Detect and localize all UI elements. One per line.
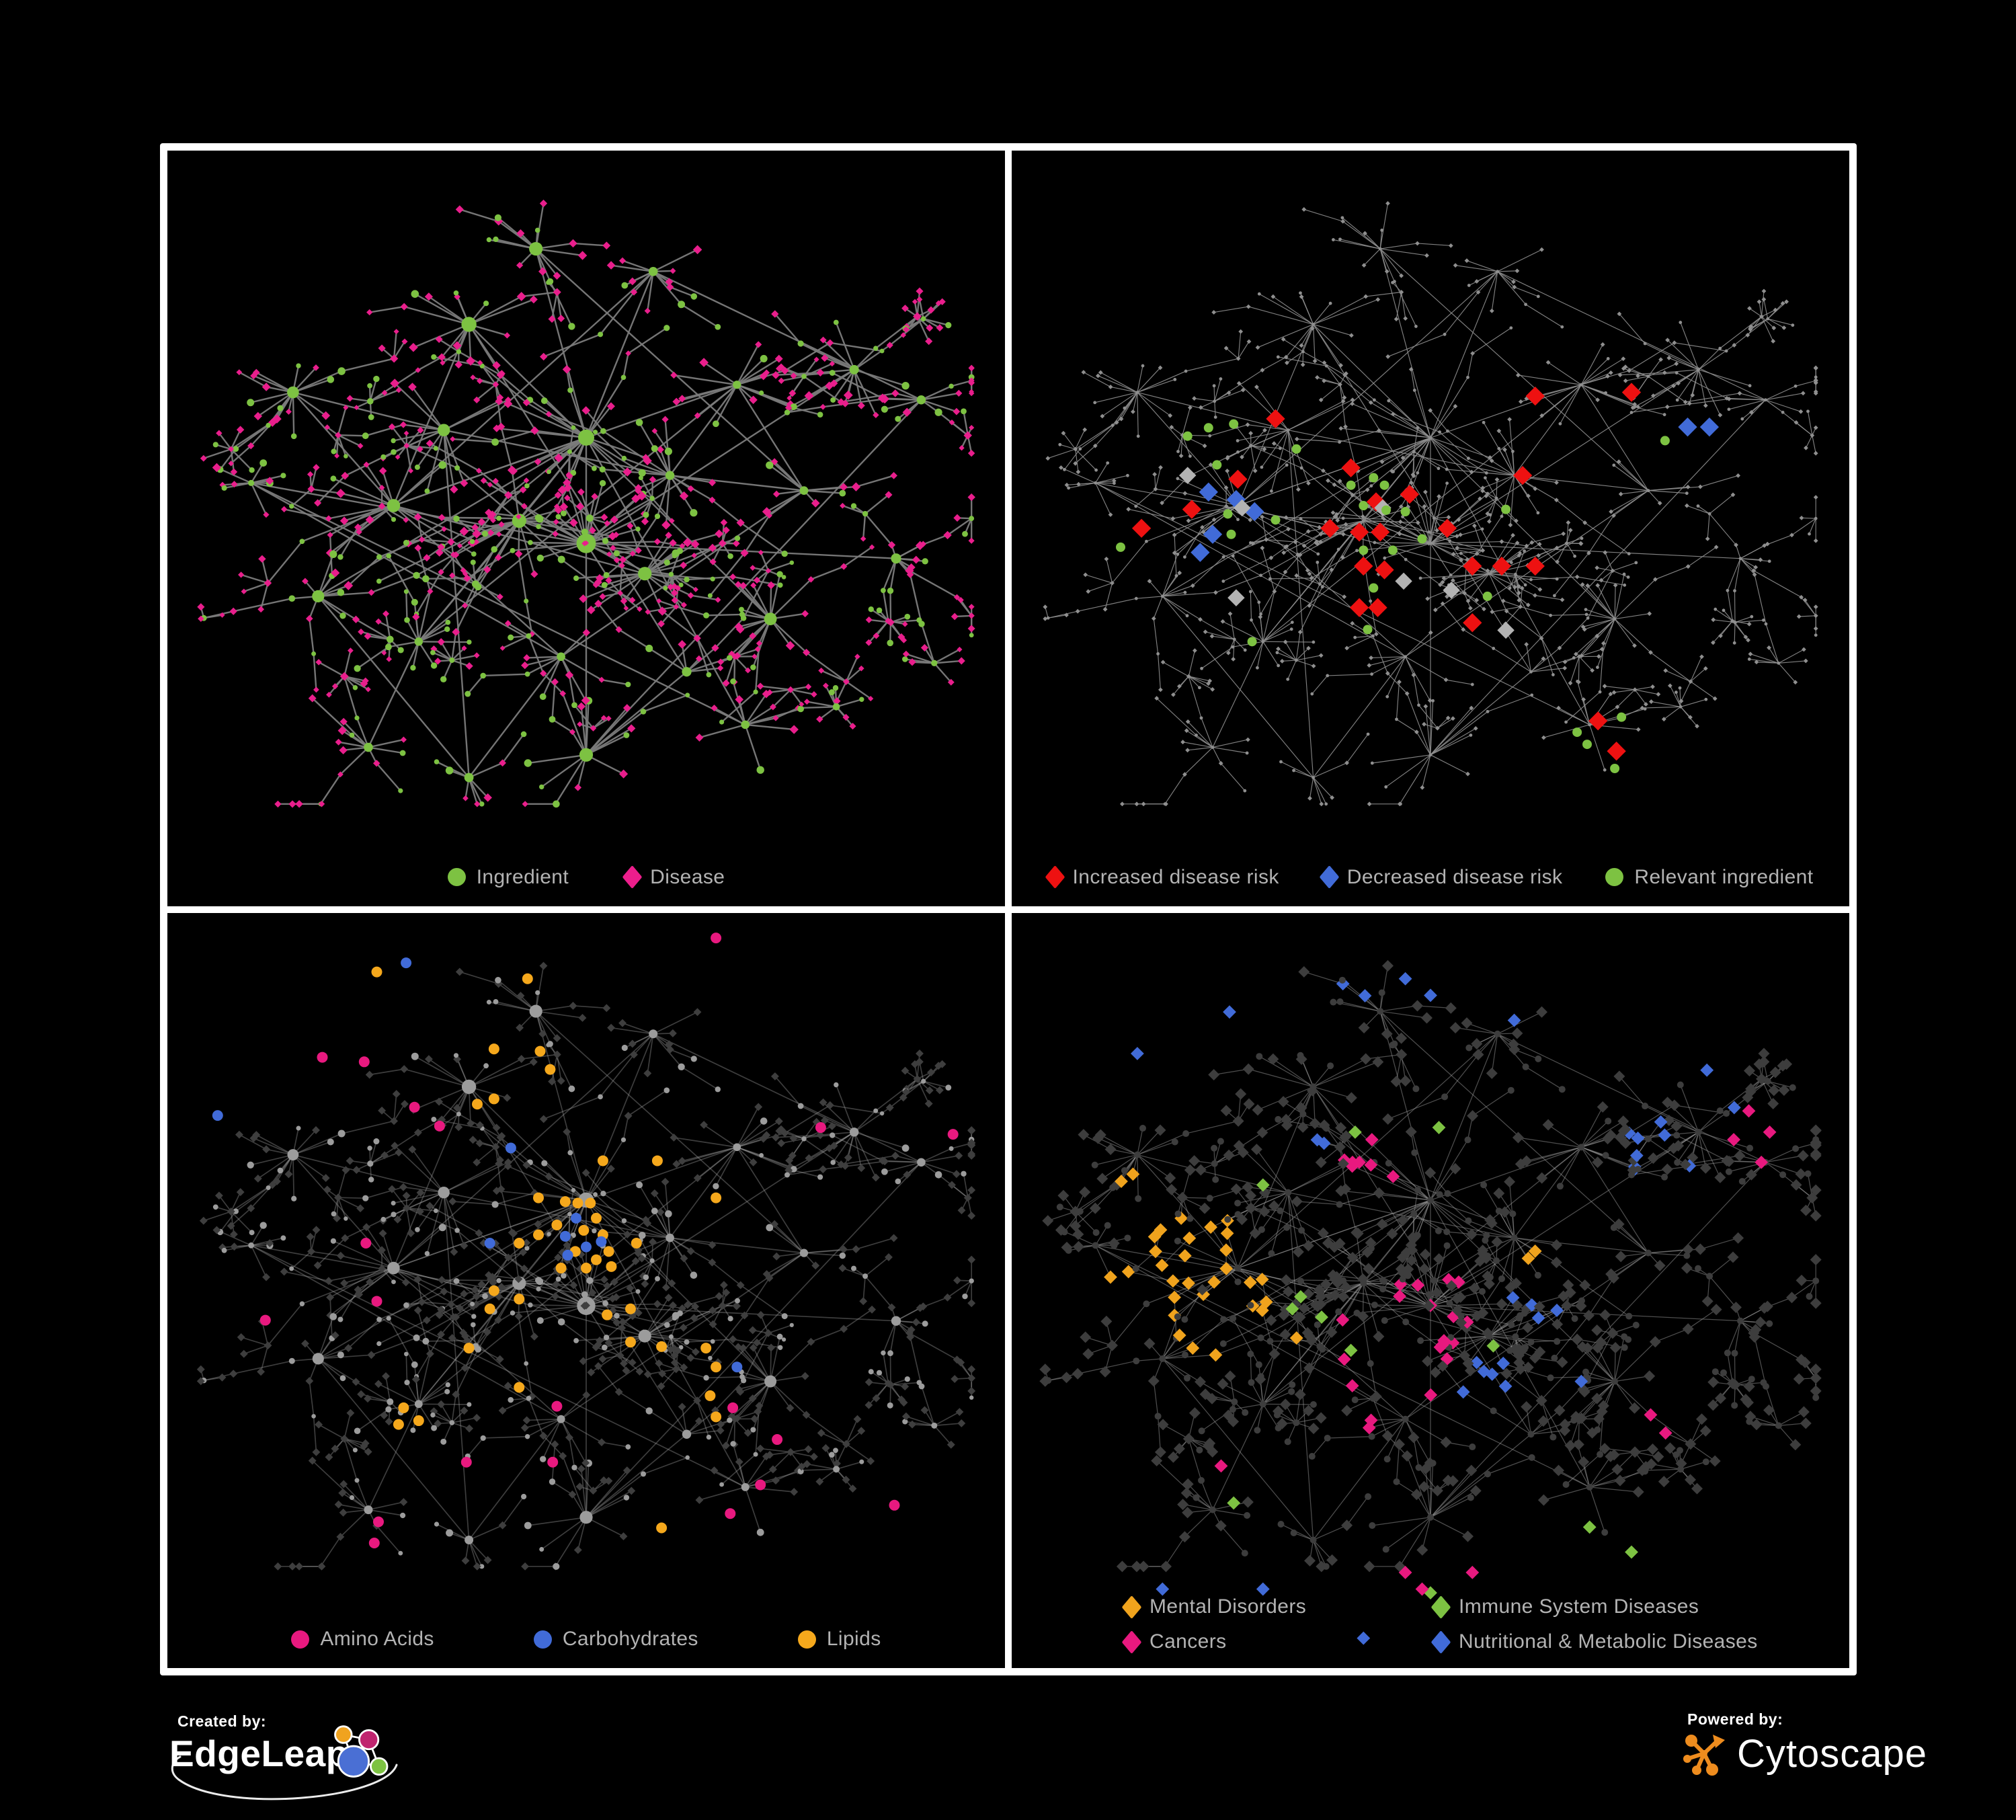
legend-item: Amino Acids xyxy=(291,1628,434,1651)
legend-label: Carbohydrates xyxy=(562,1628,698,1650)
legend-disease-risk: Increased disease risk Decreased disease… xyxy=(1012,865,1849,889)
powered-by-label: Powered by: xyxy=(1687,1710,1783,1728)
network-graph-disease-risk xyxy=(1043,201,1818,807)
immune-diseases-swatch-icon xyxy=(1430,1595,1451,1619)
network-graph-ingredient-disease xyxy=(197,199,975,808)
legend-compound-classes: Amino Acids Carbohydrates Lipids xyxy=(167,1628,1005,1651)
lipids-swatch-icon xyxy=(797,1630,816,1649)
increased-risk-swatch-icon xyxy=(1045,865,1065,889)
edgeleap-magenta-node xyxy=(358,1729,380,1751)
legend-label: Increased disease risk xyxy=(1072,865,1279,888)
network-graph-compound-classes xyxy=(196,932,976,1571)
legend-item: Increased disease risk xyxy=(1045,865,1279,889)
legend-label: Ingredient xyxy=(476,865,569,888)
edgeleap-orange-node xyxy=(334,1725,353,1744)
legend-item: Decreased disease risk xyxy=(1319,865,1563,889)
edgeleap-green-node xyxy=(370,1757,389,1776)
legend-label: Relevant ingredient xyxy=(1634,865,1814,888)
cytoscape-logo-icon xyxy=(1683,1734,1725,1776)
legend-item: Ingredient xyxy=(447,865,569,889)
panel-ingredient-disease: Ingredient Disease xyxy=(167,151,1005,906)
legend-label: Lipids xyxy=(826,1628,881,1650)
legend-item: Carbohydrates xyxy=(533,1628,698,1651)
created-by-label: Created by: xyxy=(177,1712,267,1730)
legend-item: Nutritional & Metabolic Diseases xyxy=(1430,1630,1758,1654)
legend-item: Lipids xyxy=(797,1628,881,1651)
legend-label: Nutritional & Metabolic Diseases xyxy=(1459,1630,1758,1653)
legend-label: Amino Acids xyxy=(320,1628,434,1650)
panel-disease-categories: Mental Disorders Immune System Diseases … xyxy=(1012,912,1849,1668)
legend-label: Immune System Diseases xyxy=(1459,1595,1699,1618)
mental-disorders-swatch-icon xyxy=(1121,1595,1142,1619)
legend-ingredient-disease: Ingredient Disease xyxy=(167,865,1005,889)
legend-item: Cancers xyxy=(1121,1630,1434,1654)
decreased-risk-swatch-icon xyxy=(1319,865,1340,889)
ingredient-swatch-icon xyxy=(447,868,466,886)
cytoscape-wordmark: Cytoscape xyxy=(1737,1732,1928,1776)
cancers-swatch-icon xyxy=(1121,1630,1142,1654)
edgeleap-blue-node xyxy=(337,1745,370,1778)
amino-acids-swatch-icon xyxy=(291,1630,310,1649)
legend-item: Relevant ingredient xyxy=(1605,866,1813,889)
nutritional-metabolic-swatch-icon xyxy=(1430,1630,1451,1654)
legend-item: Mental Disorders xyxy=(1121,1595,1434,1619)
relevant-ingredient-swatch-icon xyxy=(1605,868,1624,886)
network-grid-frame: Ingredient Disease Increased disease ris… xyxy=(160,143,1857,1675)
network-graph-disease-categories xyxy=(1039,959,1822,1645)
disease-swatch-icon xyxy=(622,865,643,889)
legend-label: Disease xyxy=(650,865,725,888)
legend-disease-categories: Mental Disorders Immune System Diseases … xyxy=(1121,1595,1758,1654)
legend-label: Mental Disorders xyxy=(1150,1595,1307,1618)
legend-label: Cancers xyxy=(1150,1630,1227,1653)
graph-highlight-nodes xyxy=(212,932,959,1548)
edgeleap-logo-icon xyxy=(334,1725,389,1778)
panel-disease-risk: Increased disease risk Decreased disease… xyxy=(1012,151,1849,906)
legend-item: Disease xyxy=(622,865,725,889)
legend-item: Immune System Diseases xyxy=(1430,1595,1758,1619)
cytoscape-branding: Powered by: Cytoscape xyxy=(1682,1710,1927,1776)
graph-nodes xyxy=(197,199,975,808)
edgeleap-branding: Created by: EdgeLeap xyxy=(160,1712,429,1813)
legend-label: Decreased disease risk xyxy=(1346,865,1563,888)
panel-compound-classes: Amino Acids Carbohydrates Lipids xyxy=(167,912,1005,1668)
carbohydrates-swatch-icon xyxy=(533,1630,552,1649)
